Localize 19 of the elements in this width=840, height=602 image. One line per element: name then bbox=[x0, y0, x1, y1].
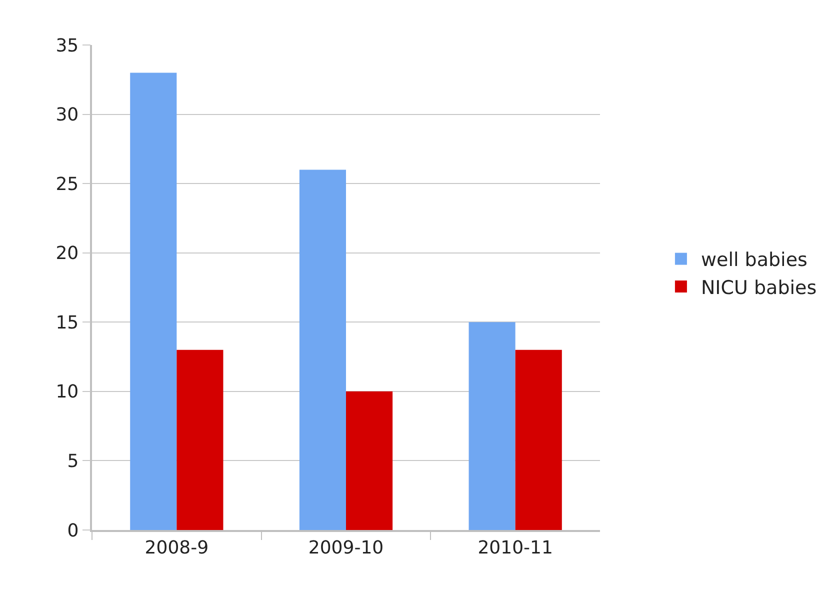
y-tick-label: 5 bbox=[67, 451, 79, 472]
y-tick-label: 25 bbox=[56, 174, 79, 195]
bar bbox=[515, 350, 562, 530]
y-tick-label: 0 bbox=[67, 520, 79, 542]
bar bbox=[176, 350, 224, 530]
bar bbox=[299, 170, 346, 530]
y-tick-label: 30 bbox=[56, 104, 79, 126]
bar bbox=[130, 72, 177, 530]
x-tick-label: 2008-9 bbox=[144, 538, 209, 559]
y-tick-label: 35 bbox=[56, 35, 79, 56]
bar bbox=[468, 322, 516, 530]
x-tick-label: 2009-10 bbox=[308, 538, 384, 559]
y-tick-label: 10 bbox=[56, 382, 79, 403]
legend-label: well babies bbox=[700, 249, 808, 272]
bar bbox=[346, 391, 393, 530]
legend-label: NICU babies bbox=[700, 276, 817, 299]
y-tick-label: 15 bbox=[56, 312, 79, 334]
x-tick-label: 2010-11 bbox=[478, 538, 553, 559]
y-tick-label: 20 bbox=[56, 243, 79, 264]
